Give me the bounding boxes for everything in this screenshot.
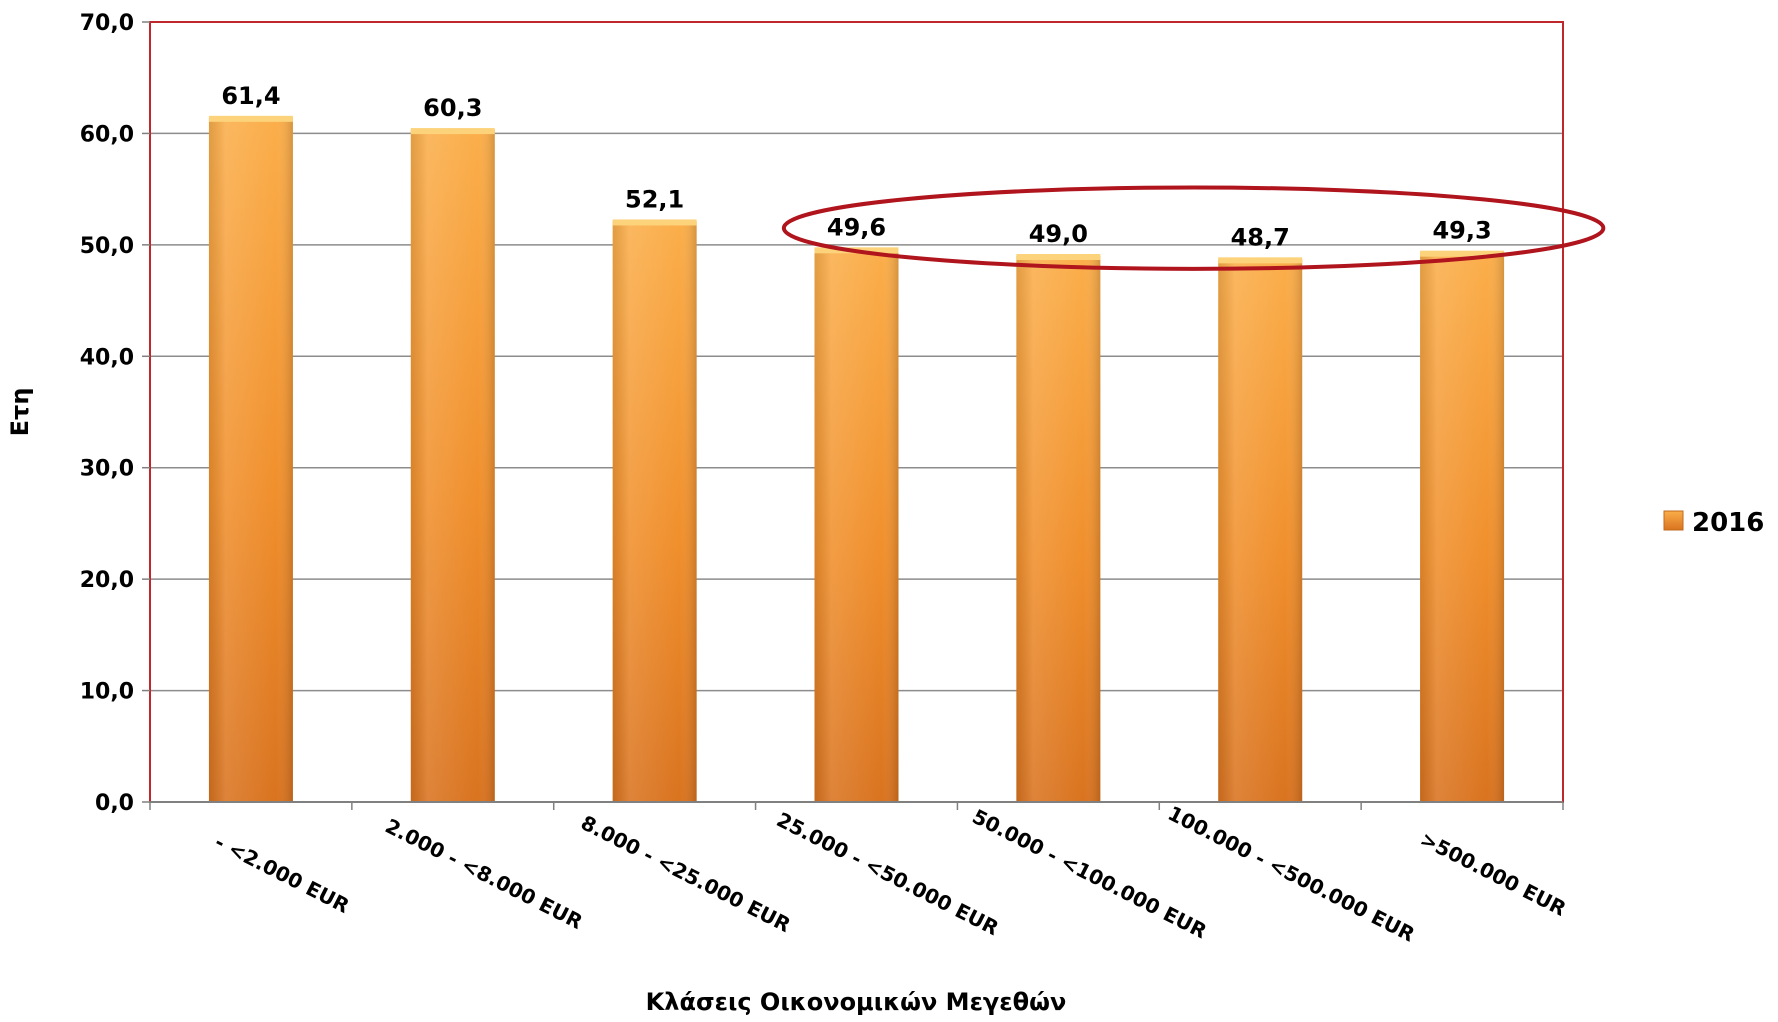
bar-shading: [1420, 252, 1505, 802]
legend-entry-label: 2016: [1692, 508, 1764, 538]
y-tick-label: 0,0: [95, 791, 134, 816]
y-tick-label: 70,0: [80, 11, 134, 36]
bar-cap: [1420, 250, 1505, 257]
bar-shading: [1016, 256, 1101, 802]
bar-shading: [814, 249, 899, 803]
category-label: 8.000 - <25.000 EUR: [577, 810, 794, 937]
y-axis-ticks: 0,0 10,0 20,0 30,0 40,0 50,0 60,0 70,0: [80, 11, 150, 816]
bar-cap: [612, 219, 697, 226]
legend: 2016: [1663, 508, 1764, 538]
data-label: 60,3: [423, 94, 482, 122]
bars: [208, 115, 1505, 803]
y-axis-title: Ετη: [6, 388, 34, 437]
y-tick-label: 10,0: [80, 680, 134, 705]
x-axis-title: Κλάσεις Οικονομικών Μεγεθών: [646, 988, 1067, 1016]
x-axis-ticks: [149, 802, 1564, 810]
data-labels: 61,4 60,3 52,1 49,6 49,0 48,7 49,3: [221, 82, 1491, 252]
category-label: >500.000 EUR: [1416, 827, 1570, 921]
bar-shading: [1218, 259, 1303, 802]
category-label: 2.000 - <8.000 EUR: [381, 814, 586, 934]
y-tick-label: 40,0: [80, 345, 134, 370]
category-label: 25.000 - <50.000 EUR: [773, 807, 1003, 940]
legend-swatch: [1663, 510, 1684, 531]
y-tick-label: 50,0: [80, 234, 134, 259]
data-label: 49,3: [1432, 217, 1491, 245]
bar-cap: [1016, 254, 1101, 260]
data-label: 49,0: [1029, 220, 1088, 248]
bar-shading: [410, 130, 495, 803]
bar-cap: [410, 128, 495, 135]
y-tick-label: 20,0: [80, 568, 134, 593]
data-label: 61,4: [221, 82, 280, 110]
bar-shading: [612, 221, 697, 802]
data-label: 52,1: [625, 185, 684, 213]
bar-shading: [208, 117, 293, 803]
highlight-ellipse: [781, 185, 1606, 271]
y-tick-label: 30,0: [80, 457, 134, 482]
bar-cap: [208, 115, 293, 122]
y-tick-label: 60,0: [80, 122, 134, 147]
bar-cap: [1218, 257, 1303, 264]
data-label: 48,7: [1231, 223, 1290, 251]
data-label: 49,6: [827, 213, 886, 241]
category-label: - <2.000 EUR: [211, 830, 353, 918]
